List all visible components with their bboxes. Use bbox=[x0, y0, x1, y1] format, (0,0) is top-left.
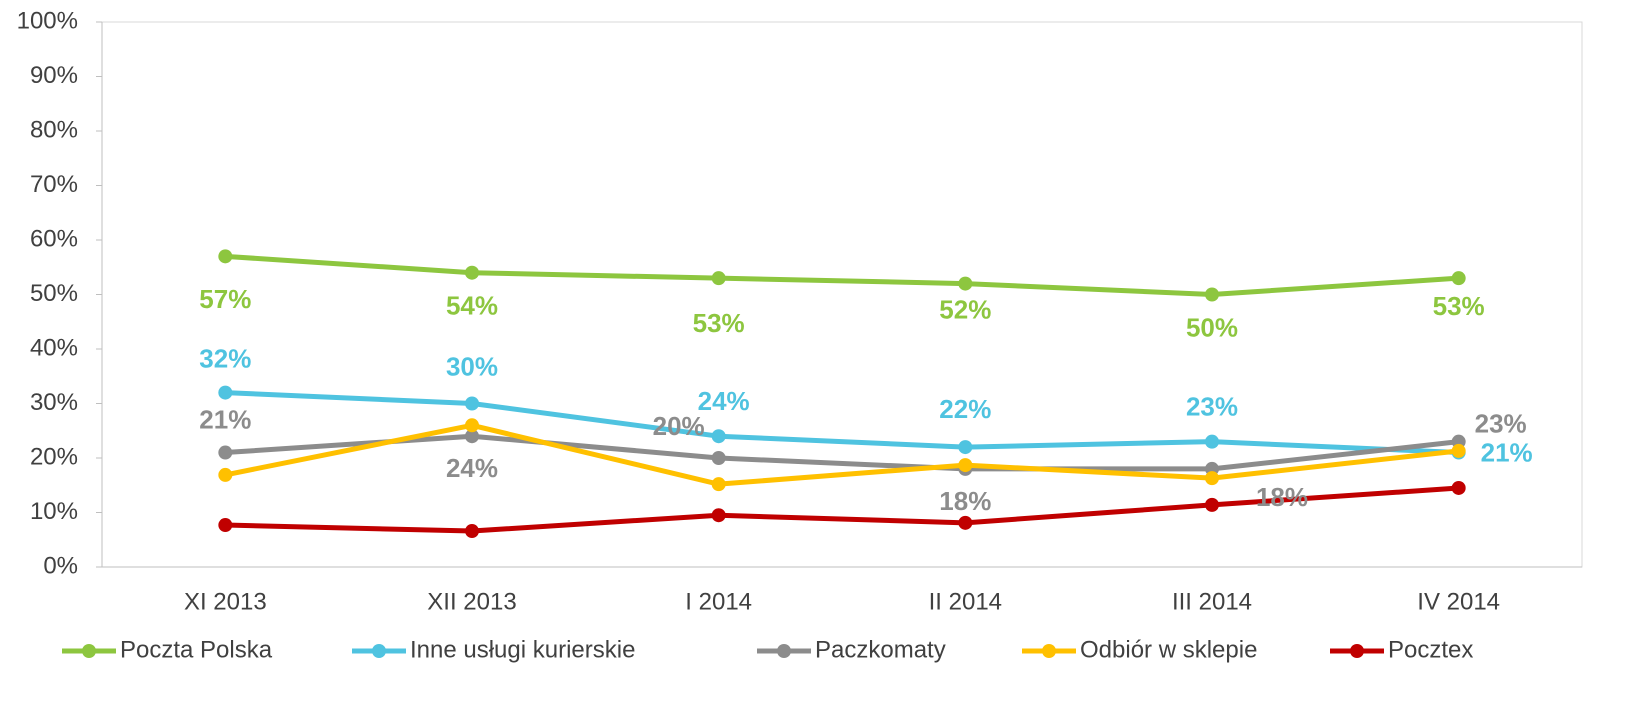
legend-marker bbox=[1350, 644, 1364, 658]
data-point bbox=[711, 477, 726, 492]
series-line bbox=[224, 422, 1459, 487]
data-label: 30% bbox=[446, 351, 498, 381]
data-label: 53% bbox=[1433, 291, 1485, 321]
y-tick-label: 70% bbox=[30, 171, 78, 198]
series-line bbox=[225, 433, 1459, 472]
legend-label: Odbiór w sklepie bbox=[1080, 636, 1257, 663]
data-point bbox=[958, 515, 973, 530]
data-label: 21% bbox=[1481, 437, 1533, 467]
data-point bbox=[465, 429, 479, 444]
legend-marker bbox=[1042, 644, 1056, 658]
legend-marker bbox=[82, 644, 96, 658]
plot-area bbox=[101, 21, 1583, 568]
data-point bbox=[218, 385, 233, 400]
y-tick-label: 90% bbox=[30, 62, 78, 89]
data-point bbox=[465, 396, 479, 411]
data-label: 32% bbox=[199, 343, 251, 373]
legend-label: Paczkomaty bbox=[815, 636, 946, 663]
legend-label: Poczta Polska bbox=[120, 636, 273, 663]
data-point bbox=[711, 508, 726, 523]
y-tick-label: 20% bbox=[30, 443, 78, 470]
data-label: 18% bbox=[1256, 482, 1308, 512]
data-point bbox=[711, 451, 726, 465]
data-point bbox=[218, 249, 233, 264]
data-point bbox=[958, 440, 973, 455]
data-point bbox=[1205, 471, 1219, 486]
data-point bbox=[218, 518, 233, 533]
y-tick-label: 30% bbox=[30, 389, 78, 416]
series-line bbox=[225, 253, 1459, 297]
data-label: 57% bbox=[199, 284, 251, 314]
data-label: 52% bbox=[939, 294, 991, 324]
data-point bbox=[711, 429, 726, 444]
data-point bbox=[218, 445, 233, 460]
data-point bbox=[711, 271, 726, 286]
legend-marker bbox=[777, 644, 791, 658]
data-label: 50% bbox=[1186, 312, 1238, 342]
x-tick-label: XI 2013 bbox=[184, 588, 267, 615]
legend-label: Inne usługi kurierskie bbox=[410, 636, 635, 663]
data-point bbox=[218, 467, 233, 482]
y-tick-label: 50% bbox=[30, 280, 78, 307]
x-tick-label: XII 2013 bbox=[427, 588, 516, 615]
y-tick-label: 80% bbox=[30, 116, 78, 143]
data-point bbox=[958, 276, 973, 291]
data-label: 20% bbox=[653, 411, 705, 441]
x-tick-label: II 2014 bbox=[929, 588, 1002, 615]
x-tick-label: IV 2014 bbox=[1417, 588, 1500, 615]
y-tick-label: 0% bbox=[43, 552, 78, 579]
y-tick-label: 10% bbox=[30, 498, 78, 525]
data-label: 23% bbox=[1475, 409, 1527, 439]
data-point bbox=[465, 418, 479, 433]
data-point bbox=[1205, 434, 1219, 449]
data-point bbox=[465, 524, 479, 539]
x-tick-label: I 2014 bbox=[685, 588, 752, 615]
data-label: 21% bbox=[199, 404, 251, 434]
data-label: 24% bbox=[446, 453, 498, 483]
y-tick-label: 40% bbox=[30, 334, 78, 361]
data-point bbox=[1451, 271, 1466, 286]
legend-marker bbox=[372, 644, 386, 658]
data-point bbox=[958, 458, 973, 473]
series-line bbox=[225, 485, 1459, 534]
data-label: 53% bbox=[693, 308, 745, 338]
data-label: 54% bbox=[446, 291, 498, 321]
y-tick-label: 60% bbox=[30, 225, 78, 252]
y-tick-label: 100% bbox=[17, 7, 78, 34]
legend-label: Pocztex bbox=[1388, 636, 1473, 663]
data-point bbox=[1205, 287, 1219, 302]
data-point bbox=[1451, 443, 1466, 458]
series-line bbox=[225, 390, 1459, 456]
data-label: 18% bbox=[939, 486, 991, 516]
data-point bbox=[465, 265, 479, 280]
data-point bbox=[1451, 480, 1466, 495]
data-point bbox=[1205, 497, 1219, 512]
data-label: 22% bbox=[939, 394, 991, 424]
x-tick-label: III 2014 bbox=[1172, 588, 1252, 615]
data-label: 24% bbox=[698, 386, 750, 416]
data-label: 23% bbox=[1186, 392, 1238, 422]
